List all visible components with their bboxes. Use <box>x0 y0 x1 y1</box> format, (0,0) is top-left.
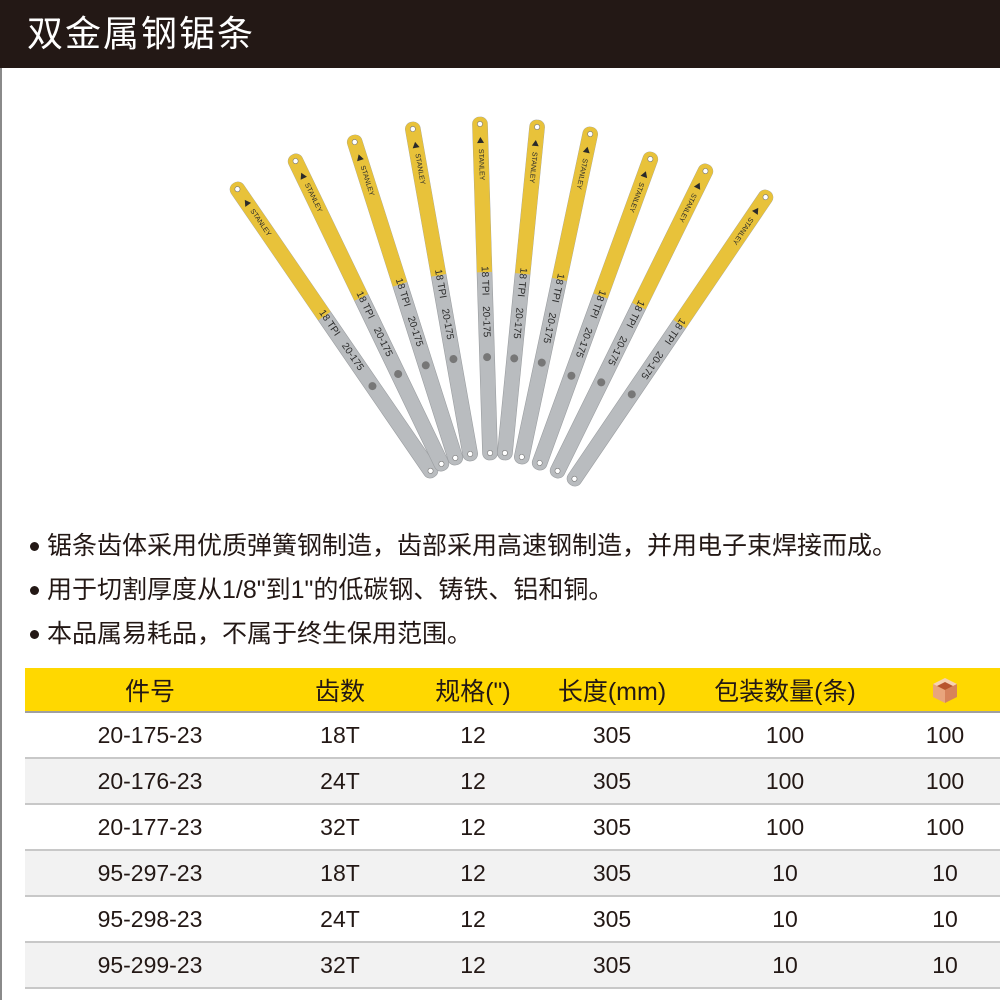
blade-tpi-text: 18 TPI <box>432 269 448 300</box>
cell-part-number: 95-299-23 <box>97 951 203 978</box>
cell-part-number: 95-297-23 <box>97 859 203 886</box>
cell-teeth: 18T <box>320 721 360 748</box>
blade-tpi-text: 18 TPI <box>479 266 491 296</box>
cell-carton-qty: 100 <box>925 813 965 840</box>
cell-pack-qty: 100 <box>765 721 805 748</box>
cell-pack-qty: 10 <box>772 905 798 932</box>
cell-size: 12 <box>460 767 486 794</box>
col-header-length: 长度(mm) <box>557 677 667 706</box>
bullet-icon <box>30 585 39 595</box>
feature-text: 用于切割厚度从1/8"到1"的低碳钢、铸铁、铝和铜。 <box>47 576 614 604</box>
blade-tpi-text: 18 TPI <box>515 267 529 297</box>
cell-teeth: 32T <box>320 951 360 978</box>
cell-teeth: 32T <box>320 813 360 840</box>
page-title: 双金属钢锯条 <box>27 13 256 54</box>
col-header-part-number: 件号 <box>124 677 175 706</box>
table-row: 20-177-23 32T 12 305 100 100 <box>25 805 1000 851</box>
page-header: 双金属钢锯条 <box>0 0 1000 68</box>
spec-table: 件号 齿数 规格(") 长度(mm) 包装数量(条) 20-175-23 18T 1… <box>25 668 1000 989</box>
feature-list: 锯条齿体采用优质弹簧钢制造，齿部采用高速钢制造，并用电子束焊接而成。 用于切割厚… <box>30 524 990 656</box>
cell-part-number: 95-298-23 <box>97 905 203 932</box>
cell-carton-qty: 10 <box>932 859 958 886</box>
cell-size: 12 <box>460 905 486 932</box>
col-header-teeth: 齿数 <box>314 677 365 706</box>
blade-model-text: 20-175 <box>511 307 525 340</box>
col-header-size: 规格(") <box>435 677 511 706</box>
cell-teeth: 18T <box>320 859 360 886</box>
cell-part-number: 20-175-23 <box>97 721 203 748</box>
cell-pack-qty: 100 <box>765 813 805 840</box>
cell-pack-qty: 10 <box>772 859 798 886</box>
saw-blade: STANLEY 18 TPI 20-175 <box>514 126 598 465</box>
cell-carton-qty: 100 <box>925 721 965 748</box>
cell-part-number: 20-177-23 <box>97 813 203 840</box>
feature-item: 本品属易耗品，不属于终生保用范围。 <box>30 612 990 656</box>
cell-length: 305 <box>592 859 632 886</box>
cell-carton-qty: 100 <box>925 767 965 794</box>
blade-model-text: 20-175 <box>480 306 492 338</box>
table-row: 95-299-23 32T 12 305 10 10 <box>25 943 1000 989</box>
cell-size: 12 <box>460 721 486 748</box>
box-icon <box>933 677 957 703</box>
blade-brand-text: STANLEY <box>528 152 538 184</box>
blade-brand-text: STANLEY <box>477 149 485 181</box>
bullet-icon <box>30 629 39 639</box>
feature-text: 锯条齿体采用优质弹簧钢制造，齿部采用高速钢制造，并用电子束焊接而成。 <box>47 532 898 560</box>
cell-size: 12 <box>460 813 486 840</box>
table-row: 20-175-23 18T 12 305 100 100 <box>25 713 1000 759</box>
feature-item: 锯条齿体采用优质弹簧钢制造，齿部采用高速钢制造，并用电子束焊接而成。 <box>30 524 990 568</box>
cell-length: 305 <box>592 905 632 932</box>
saw-blade: STANLEY 18 TPI 20-175 <box>497 119 545 461</box>
col-header-pack-qty: 包装数量(条) <box>714 677 856 706</box>
cell-carton-qty: 10 <box>932 951 958 978</box>
left-border <box>0 68 2 1000</box>
bullet-icon <box>30 541 39 551</box>
table-row: 95-298-23 24T 12 305 10 10 <box>25 897 1000 943</box>
cell-teeth: 24T <box>320 905 360 932</box>
cell-part-number: 20-176-23 <box>97 767 203 794</box>
cell-size: 12 <box>460 951 486 978</box>
cell-length: 305 <box>592 767 632 794</box>
feature-item: 用于切割厚度从1/8"到1"的低碳钢、铸铁、铝和铜。 <box>30 568 990 612</box>
col-header-carton <box>905 668 985 711</box>
cell-carton-qty: 10 <box>932 905 958 932</box>
cell-length: 305 <box>592 721 632 748</box>
table-header-row: 件号 齿数 规格(") 长度(mm) 包装数量(条) <box>25 668 1000 713</box>
cell-pack-qty: 10 <box>772 951 798 978</box>
table-row: 20-176-23 24T 12 305 100 100 <box>25 759 1000 805</box>
cell-length: 305 <box>592 813 632 840</box>
cell-teeth: 24T <box>320 767 360 794</box>
table-row: 95-297-23 18T 12 305 10 10 <box>25 851 1000 897</box>
cell-size: 12 <box>460 859 486 886</box>
saw-blade: STANLEY 18 TPI 20-175 <box>472 116 498 461</box>
cell-pack-qty: 100 <box>765 767 805 794</box>
feature-text: 本品属易耗品，不属于终生保用范围。 <box>47 620 473 648</box>
cell-length: 305 <box>592 951 632 978</box>
blade-model-text: 20-175 <box>439 308 455 341</box>
